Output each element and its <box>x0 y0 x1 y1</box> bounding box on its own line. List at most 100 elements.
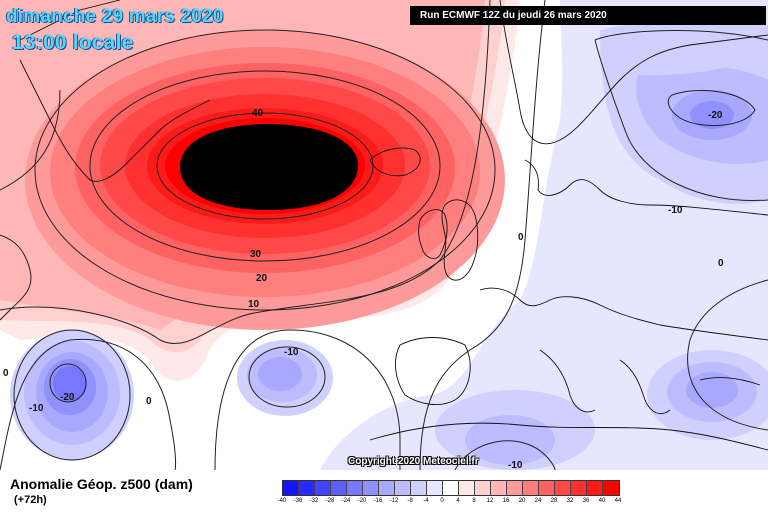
contour-0-east <box>687 279 768 431</box>
contour-label-40: 40 <box>252 108 264 119</box>
anomaly-map: 40 30 20 10 0 0 0 0 -10 -20 -10 -20 -10 … <box>0 0 768 470</box>
contour-neg10-sw <box>13 329 131 461</box>
baltic-coast <box>524 159 768 216</box>
legend-swatch <box>555 481 571 495</box>
contour-label-0-mid: 0 <box>146 396 152 407</box>
legend-swatch <box>587 481 603 495</box>
legend-swatch <box>283 481 299 495</box>
anomaly-contours <box>0 0 768 470</box>
contour-label-neg10-atl: -10 <box>284 347 299 358</box>
contour-label-neg10-east: -10 <box>668 205 683 216</box>
contour-label-neg10-sw: -10 <box>29 403 44 414</box>
continental-north-coast <box>479 287 768 341</box>
contour-30 <box>89 70 441 262</box>
legend-label: -36 <box>293 498 303 504</box>
legend-label: 32 <box>566 498 574 504</box>
contour-neg10-sahara <box>454 440 556 470</box>
legend-swatch <box>395 481 411 495</box>
iceland <box>369 147 421 177</box>
greenland-east-coast <box>19 59 211 182</box>
legend-label: 8 <box>472 498 476 504</box>
contour-label-neg20-sw: -20 <box>60 392 75 403</box>
forecast-date-title: dimanche 29 mars 2020 <box>6 6 224 27</box>
copyright-notice: Copyright 2020 Meteociel.fr <box>348 456 479 467</box>
legend-swatch <box>363 481 379 495</box>
iberia <box>394 337 471 406</box>
ireland <box>418 209 448 259</box>
legend-swatch <box>571 481 587 495</box>
negative-anomaly-field <box>10 0 768 470</box>
contour-label-30: 30 <box>250 249 262 260</box>
legend-label: -12 <box>389 498 399 504</box>
legend-swatch <box>347 481 363 495</box>
legend-swatch <box>427 481 443 495</box>
variable-title: Anomalie Géop. z500 (dam) <box>10 476 193 492</box>
legend-label: 12 <box>486 498 494 504</box>
legend-label: -8 <box>407 498 413 504</box>
coastlines <box>0 0 768 451</box>
model-run-banner: Run ECMWF 12Z du jeudi 26 mars 2020 <box>410 6 766 25</box>
legend-swatch <box>411 481 427 495</box>
contour-40 <box>156 112 374 220</box>
contour-label-neg20-scand: -20 <box>708 110 723 121</box>
turkey-coast <box>699 377 761 386</box>
legend-label: -4 <box>423 498 429 504</box>
forecast-time-title: 13:00 locale <box>12 31 134 54</box>
legend-label: -20 <box>357 498 367 504</box>
contour-label-0-east: 0 <box>718 258 724 269</box>
legend-label: -40 <box>277 498 287 504</box>
legend-swatch <box>315 481 331 495</box>
contour-label-10: 10 <box>248 299 260 310</box>
contour-neg10-east <box>594 30 768 202</box>
legend-label: 36 <box>582 498 590 504</box>
legend-label: 24 <box>534 498 542 504</box>
legend-label: 4 <box>456 498 460 504</box>
greenland-north-coast <box>19 0 121 41</box>
contour-20 <box>34 29 496 311</box>
scandinavia-coast <box>499 0 768 145</box>
legend-label: -32 <box>309 498 319 504</box>
contour-10 <box>0 0 491 345</box>
contour-label-20: 20 <box>256 273 268 284</box>
legend-label: 28 <box>550 498 558 504</box>
contour-neg20-scand <box>667 89 756 127</box>
legend-swatch <box>379 481 395 495</box>
legend-swatch <box>507 481 523 495</box>
legend-label: -16 <box>373 498 383 504</box>
legend-swatch <box>459 481 475 495</box>
color-scale-legend <box>282 480 620 496</box>
legend-swatch <box>331 481 347 495</box>
north-africa-coast <box>369 422 768 451</box>
legend-swatch <box>603 481 619 495</box>
labrador-coast <box>0 234 32 321</box>
contour-neg10-atl <box>248 346 326 408</box>
legend-label: -24 <box>341 498 351 504</box>
legend-swatch <box>523 481 539 495</box>
contour-0-mid <box>214 329 401 470</box>
legend-label: 0 <box>440 498 444 504</box>
legend-swatch <box>491 481 507 495</box>
legend-swatch <box>539 481 555 495</box>
contour-labels: 40 30 20 10 0 0 0 0 -10 -20 -10 -20 -10 … <box>3 108 724 470</box>
great-britain <box>441 199 479 281</box>
legend-swatch <box>475 481 491 495</box>
legend-label: 40 <box>598 498 606 504</box>
legend-label: 44 <box>614 498 622 504</box>
color-scale-labels: -40 -36 -32 -28 -24 -20 -16 -12 -8 -4 0 4 8 12 16 20 24 2… <box>278 498 622 510</box>
contour-label-0-north: 0 <box>518 232 524 243</box>
legend-label: 16 <box>502 498 510 504</box>
lead-time-label: (+72h) <box>14 494 47 506</box>
max-anomaly-core <box>179 124 358 210</box>
contour-0-north <box>419 0 546 470</box>
italy <box>539 349 596 413</box>
contour-label-neg10-sahara: -10 <box>508 460 523 470</box>
legend-label: 20 <box>518 498 526 504</box>
contour-label-0-west: 0 <box>3 368 9 379</box>
legend-label: -28 <box>325 498 335 504</box>
legend-swatch <box>443 481 459 495</box>
positive-anomaly-field <box>0 0 520 381</box>
legend-swatch <box>299 481 315 495</box>
contour-0-west <box>0 338 177 470</box>
contour-10-greenland-edge <box>0 89 61 191</box>
balkans <box>619 359 671 414</box>
